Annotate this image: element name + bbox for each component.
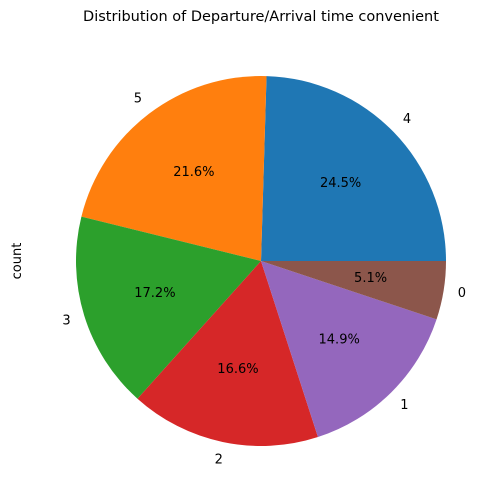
slice-percent-0: 5.1% bbox=[354, 271, 387, 286]
pie-slice-0 bbox=[261, 261, 446, 320]
chart-title: Distribution of Departure/Arrival time c… bbox=[83, 9, 439, 25]
slice-label-5: 5 bbox=[134, 91, 142, 106]
slice-label-0: 0 bbox=[458, 286, 466, 301]
pie-slice-4 bbox=[261, 76, 446, 261]
pie-slice-3 bbox=[76, 216, 261, 399]
pie-slice-5 bbox=[81, 75, 267, 261]
slice-percent-5: 21.6% bbox=[173, 165, 214, 180]
slice-percent-2: 16.6% bbox=[217, 362, 258, 377]
slice-label-1: 1 bbox=[400, 398, 408, 413]
pie-slice-2 bbox=[137, 261, 318, 447]
slice-label-4: 4 bbox=[403, 112, 411, 127]
slice-percent-3: 17.2% bbox=[134, 286, 175, 301]
slice-percent-4: 24.5% bbox=[320, 176, 361, 191]
pie-slice-1 bbox=[261, 261, 437, 438]
slice-label-3: 3 bbox=[62, 313, 70, 328]
slice-label-2: 2 bbox=[215, 453, 223, 468]
pie-labels: 4 24.5% 5 21.6% 3 17.2% 2 16.6% 1 14.9% 0 5.1% bbox=[62, 91, 466, 467]
pie-slices bbox=[76, 75, 446, 447]
slice-percent-1: 14.9% bbox=[319, 332, 360, 347]
y-axis-label: count bbox=[10, 243, 25, 280]
